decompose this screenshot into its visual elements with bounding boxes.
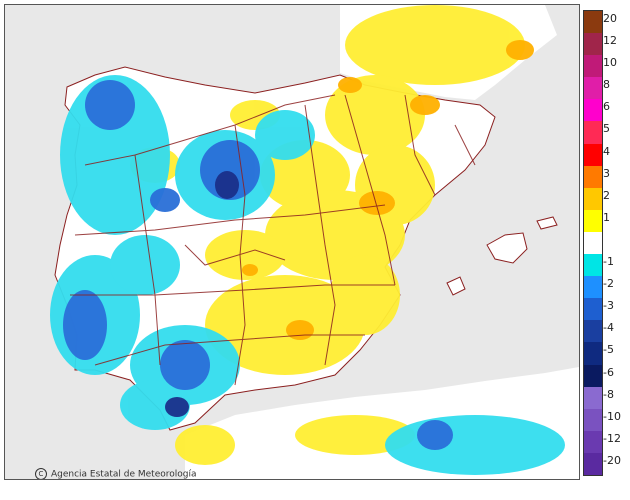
color-legend (583, 10, 603, 476)
legend-label: -12 (603, 431, 621, 445)
legend-label: 6 (603, 100, 610, 114)
legend-swatch (584, 99, 602, 122)
balearic-menorca (536, 216, 558, 230)
legend-swatch (584, 342, 602, 365)
legend-label: -3 (603, 299, 614, 313)
legend-label: 2 (603, 188, 610, 202)
legend-swatch (584, 231, 602, 255)
legend-label: 1 (603, 210, 610, 224)
legend-label: 5 (603, 122, 610, 136)
legend-label: -5 (603, 343, 614, 357)
legend-swatch (584, 165, 602, 188)
legend-swatch (584, 209, 602, 232)
legend-label: -10 (603, 409, 621, 423)
legend-swatch (584, 33, 602, 56)
legend-label: -1 (603, 255, 614, 269)
legend-swatch (584, 55, 602, 78)
legend-swatch (584, 143, 602, 166)
legend-swatch (584, 77, 602, 100)
legend-label: -2 (603, 277, 614, 291)
legend-swatch (584, 121, 602, 144)
legend-label: 10 (603, 56, 617, 70)
legend-label: -8 (603, 387, 614, 401)
legend-label: -6 (603, 365, 614, 379)
iberian-anomaly-map (50, 5, 579, 479)
legend-label: 20 (603, 12, 617, 25)
legend-swatch (584, 254, 602, 277)
legend-swatch (584, 11, 602, 34)
legend-swatch (584, 320, 602, 343)
legend-swatch (584, 364, 602, 387)
balearic-ibiza (446, 276, 466, 296)
legend-swatch (584, 430, 602, 453)
region-borders (70, 94, 476, 386)
balearic-mallorca (486, 232, 528, 264)
legend-swatch (584, 187, 602, 210)
legend-swatch (584, 452, 602, 475)
map-panel: C Agencia Estatal de Meteorología (4, 4, 580, 480)
strong-negative-areas (63, 80, 453, 450)
legend-swatch (584, 298, 602, 321)
legend-label: 12 (603, 34, 617, 48)
legend-swatch (584, 386, 602, 409)
legend-label: 8 (603, 78, 610, 92)
legend-label: 4 (603, 144, 610, 158)
deep-negative-areas (165, 171, 239, 417)
legend-label: -20 (603, 453, 621, 467)
legend-label: 3 (603, 166, 610, 180)
credit-text-wrapper: C Agencia Estatal de Meteorología (35, 468, 197, 480)
copyright-icon: C (35, 468, 47, 479)
credit-text: Agencia Estatal de Meteorología (51, 469, 197, 480)
legend-swatch (584, 408, 602, 431)
legend-swatch (584, 276, 602, 299)
legend-label: -4 (603, 321, 614, 335)
